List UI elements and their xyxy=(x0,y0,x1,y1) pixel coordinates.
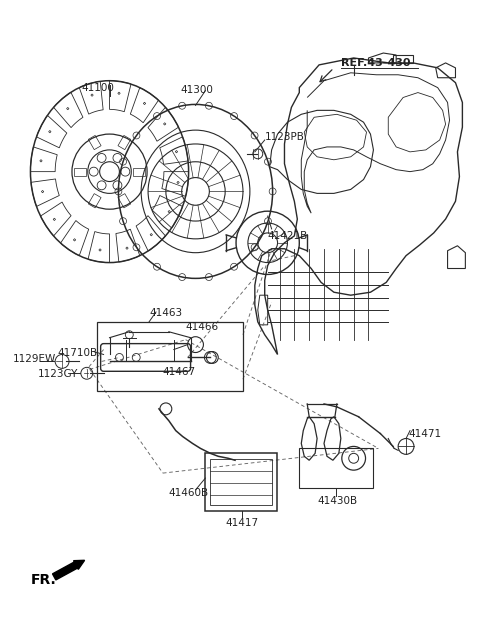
Bar xyxy=(118,194,131,208)
Bar xyxy=(210,459,272,505)
Text: 41430B: 41430B xyxy=(317,496,357,506)
Text: 41100: 41100 xyxy=(82,83,115,93)
Bar xyxy=(118,135,131,150)
Text: 41460B: 41460B xyxy=(169,488,209,498)
Text: 1129EW: 1129EW xyxy=(12,354,56,364)
Text: 41421B: 41421B xyxy=(268,231,308,241)
FancyArrow shape xyxy=(52,560,84,580)
Text: 41417: 41417 xyxy=(225,518,258,528)
Text: 1123GY: 1123GY xyxy=(37,369,78,379)
Bar xyxy=(133,168,145,176)
Bar xyxy=(205,454,276,511)
Bar xyxy=(74,168,86,176)
Text: 41300: 41300 xyxy=(180,85,214,95)
Text: 41710B: 41710B xyxy=(57,348,97,358)
Text: 41471: 41471 xyxy=(408,429,441,439)
Text: 41463: 41463 xyxy=(149,308,182,318)
Text: FR.: FR. xyxy=(30,573,56,587)
Bar xyxy=(300,449,373,488)
Text: REF.43-430: REF.43-430 xyxy=(341,58,410,68)
Bar xyxy=(88,135,101,150)
Text: 41466: 41466 xyxy=(186,322,219,332)
Text: 1123PB: 1123PB xyxy=(264,132,305,142)
Bar xyxy=(88,194,101,208)
Bar xyxy=(96,322,243,391)
Text: 41467: 41467 xyxy=(163,368,196,378)
